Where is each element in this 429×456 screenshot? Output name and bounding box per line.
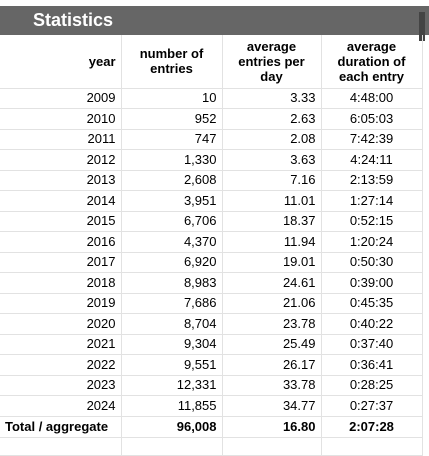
year-cell[interactable]: 2014 (0, 190, 122, 212)
empty-cell[interactable] (0, 437, 122, 456)
duration-cell[interactable]: 4:24:11 (321, 149, 423, 171)
entries-cell[interactable]: 952 (121, 108, 223, 130)
entries-cell[interactable]: 6,706 (121, 211, 223, 232)
year-cell[interactable]: 2020 (0, 313, 122, 335)
total-entries[interactable]: 96,008 (121, 416, 223, 438)
table-row: 2010 952 2.63 6:05:03 (0, 108, 423, 130)
total-per-day[interactable]: 16.80 (222, 416, 322, 438)
table-row: 2022 9,551 26.17 0:36:41 (0, 354, 423, 376)
entries-cell[interactable]: 7,686 (121, 293, 223, 314)
entries-cell[interactable]: 12,331 (121, 375, 223, 396)
per-day-cell[interactable]: 2.08 (222, 129, 322, 150)
per-day-cell[interactable]: 33.78 (222, 375, 322, 396)
duration-cell[interactable]: 6:05:03 (321, 108, 423, 130)
duration-cell[interactable]: 0:37:40 (321, 334, 423, 355)
table-row: 2011 747 2.08 7:42:39 (0, 129, 423, 150)
table-row: 2018 8,983 24.61 0:39:00 (0, 272, 423, 294)
year-cell[interactable]: 2024 (0, 395, 122, 417)
table-row: 2020 8,704 23.78 0:40:22 (0, 313, 423, 335)
table-row: 2012 1,330 3.63 4:24:11 (0, 149, 423, 171)
entries-cell[interactable]: 9,551 (121, 354, 223, 376)
empty-cell[interactable] (121, 437, 223, 456)
year-cell[interactable]: 2012 (0, 149, 122, 171)
entries-cell[interactable]: 8,704 (121, 313, 223, 335)
per-day-cell[interactable]: 18.37 (222, 211, 322, 232)
year-cell[interactable]: 2019 (0, 293, 122, 314)
per-day-cell[interactable]: 34.77 (222, 395, 322, 417)
year-cell[interactable]: 2016 (0, 231, 122, 253)
entries-cell[interactable]: 2,608 (121, 170, 223, 191)
per-day-cell[interactable]: 26.17 (222, 354, 322, 376)
per-day-cell[interactable]: 21.06 (222, 293, 322, 314)
entries-cell[interactable]: 10 (121, 88, 223, 109)
header-row: year number of entries average entries p… (0, 35, 423, 89)
sheet-title: Statistics (33, 10, 114, 30)
per-day-cell[interactable]: 25.49 (222, 334, 322, 355)
per-day-cell[interactable]: 19.01 (222, 252, 322, 273)
duration-cell[interactable]: 0:27:37 (321, 395, 423, 417)
duration-cell[interactable]: 4:48:00 (321, 88, 423, 109)
header-year: year (0, 35, 122, 89)
per-day-cell[interactable]: 11.94 (222, 231, 322, 253)
entries-cell[interactable]: 6,920 (121, 252, 223, 273)
table-row: 2013 2,608 7.16 2:13:59 (0, 170, 423, 191)
year-cell[interactable]: 2018 (0, 272, 122, 294)
year-cell[interactable]: 2017 (0, 252, 122, 273)
table-row: 2023 12,331 33.78 0:28:25 (0, 375, 423, 396)
empty-cell[interactable] (321, 437, 423, 456)
year-cell[interactable]: 2015 (0, 211, 122, 232)
duration-cell[interactable]: 7:42:39 (321, 129, 423, 150)
table-row: 2016 4,370 11.94 1:20:24 (0, 231, 423, 253)
per-day-cell[interactable]: 2.63 (222, 108, 322, 130)
total-duration[interactable]: 2:07:28 (321, 416, 423, 438)
duration-cell[interactable]: 1:27:14 (321, 190, 423, 212)
year-cell[interactable]: 2013 (0, 170, 122, 191)
table-row: 2024 11,855 34.77 0:27:37 (0, 395, 423, 417)
table-row: 2021 9,304 25.49 0:37:40 (0, 334, 423, 355)
title-bar: Statistics (0, 6, 429, 41)
duration-cell[interactable]: 0:52:15 (321, 211, 423, 232)
year-cell[interactable]: 2011 (0, 129, 122, 150)
year-cell[interactable]: 2023 (0, 375, 122, 396)
per-day-cell[interactable]: 24.61 (222, 272, 322, 294)
year-cell[interactable]: 2021 (0, 334, 122, 355)
header-avg-per-day: average entries per day (222, 35, 322, 89)
table-row: 2015 6,706 18.37 0:52:15 (0, 211, 423, 232)
per-day-cell[interactable]: 7.16 (222, 170, 322, 191)
statistics-table: year number of entries average entries p… (0, 35, 423, 456)
table-row: 2014 3,951 11.01 1:27:14 (0, 190, 423, 212)
entries-cell[interactable]: 747 (121, 129, 223, 150)
per-day-cell[interactable]: 11.01 (222, 190, 322, 212)
table-row: 2009 10 3.33 4:48:00 (0, 88, 423, 109)
entries-cell[interactable]: 11,855 (121, 395, 223, 417)
duration-cell[interactable]: 0:36:41 (321, 354, 423, 376)
year-cell[interactable]: 2009 (0, 88, 122, 109)
duration-cell[interactable]: 2:13:59 (321, 170, 423, 191)
per-day-cell[interactable]: 23.78 (222, 313, 322, 335)
duration-cell[interactable]: 0:28:25 (321, 375, 423, 396)
duration-cell[interactable]: 0:39:00 (321, 272, 423, 294)
header-avg-duration: average duration of each entry (321, 35, 423, 89)
year-cell[interactable]: 2022 (0, 354, 122, 376)
entries-cell[interactable]: 4,370 (121, 231, 223, 253)
table-row: 2019 7,686 21.06 0:45:35 (0, 293, 423, 314)
title-bar-edge (419, 12, 425, 41)
duration-cell[interactable]: 0:45:35 (321, 293, 423, 314)
duration-cell[interactable]: 0:40:22 (321, 313, 423, 335)
table-row: 2017 6,920 19.01 0:50:30 (0, 252, 423, 273)
entries-cell[interactable]: 3,951 (121, 190, 223, 212)
entries-cell[interactable]: 8,983 (121, 272, 223, 294)
total-label[interactable]: Total / aggregate (0, 416, 122, 438)
entries-cell[interactable]: 1,330 (121, 149, 223, 171)
empty-row (0, 437, 423, 456)
entries-cell[interactable]: 9,304 (121, 334, 223, 355)
duration-cell[interactable]: 1:20:24 (321, 231, 423, 253)
per-day-cell[interactable]: 3.63 (222, 149, 322, 171)
year-cell[interactable]: 2010 (0, 108, 122, 130)
empty-cell[interactable] (222, 437, 322, 456)
header-entries: number of entries (121, 35, 223, 89)
per-day-cell[interactable]: 3.33 (222, 88, 322, 109)
duration-cell[interactable]: 0:50:30 (321, 252, 423, 273)
total-row: Total / aggregate 96,008 16.80 2:07:28 (0, 416, 423, 438)
